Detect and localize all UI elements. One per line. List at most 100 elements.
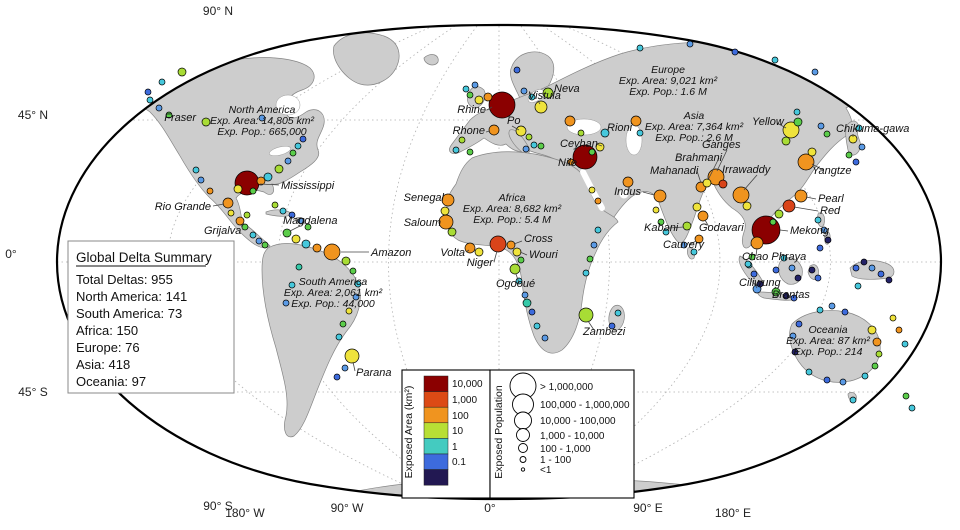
delta-point[interactable] bbox=[908, 404, 916, 412]
delta-point[interactable] bbox=[814, 216, 822, 224]
delta-point[interactable] bbox=[274, 164, 284, 174]
delta-point[interactable] bbox=[828, 302, 836, 310]
delta-point[interactable] bbox=[542, 87, 554, 99]
delta-point[interactable] bbox=[594, 226, 602, 234]
delta-point[interactable] bbox=[771, 56, 779, 64]
delta-point[interactable] bbox=[795, 320, 803, 328]
delta-point[interactable] bbox=[146, 96, 154, 104]
delta-point[interactable] bbox=[807, 147, 817, 157]
delta-point[interactable] bbox=[750, 270, 758, 278]
delta-point[interactable] bbox=[249, 187, 257, 195]
delta-point[interactable] bbox=[279, 207, 287, 215]
delta-point[interactable] bbox=[155, 104, 163, 112]
delta-point[interactable] bbox=[790, 294, 798, 302]
delta-point[interactable] bbox=[782, 199, 796, 213]
delta-point[interactable] bbox=[341, 364, 349, 372]
delta-point[interactable] bbox=[636, 44, 644, 52]
delta-point[interactable] bbox=[440, 206, 450, 216]
delta-point[interactable] bbox=[789, 332, 797, 340]
delta-point[interactable] bbox=[506, 240, 516, 250]
delta-point[interactable] bbox=[249, 231, 257, 239]
delta-point[interactable] bbox=[867, 325, 877, 335]
delta-point[interactable] bbox=[483, 92, 493, 102]
delta-point[interactable] bbox=[841, 308, 849, 316]
delta-point[interactable] bbox=[522, 145, 530, 153]
delta-point[interactable] bbox=[694, 234, 704, 244]
delta-point[interactable] bbox=[192, 166, 200, 174]
delta-point[interactable] bbox=[513, 66, 521, 74]
delta-point[interactable] bbox=[520, 87, 528, 95]
delta-point[interactable] bbox=[528, 308, 536, 316]
delta-point[interactable] bbox=[839, 378, 847, 386]
delta-point[interactable] bbox=[630, 115, 642, 127]
delta-point[interactable] bbox=[291, 234, 301, 244]
delta-point[interactable] bbox=[608, 322, 616, 330]
delta-point[interactable] bbox=[271, 201, 279, 209]
delta-point[interactable] bbox=[788, 264, 796, 272]
delta-point[interactable] bbox=[295, 263, 303, 271]
delta-point[interactable] bbox=[901, 340, 909, 348]
delta-point[interactable] bbox=[782, 121, 800, 139]
delta-point[interactable] bbox=[772, 266, 780, 274]
delta-point[interactable] bbox=[582, 269, 590, 277]
delta-point[interactable] bbox=[515, 125, 527, 137]
delta-point[interactable] bbox=[811, 68, 819, 76]
delta-point[interactable] bbox=[588, 148, 596, 156]
delta-point[interactable] bbox=[577, 129, 585, 137]
delta-point[interactable] bbox=[797, 153, 815, 171]
delta-point[interactable] bbox=[289, 149, 297, 157]
delta-point[interactable] bbox=[233, 184, 243, 194]
delta-point[interactable] bbox=[823, 130, 831, 138]
delta-point[interactable] bbox=[794, 274, 802, 282]
delta-point[interactable] bbox=[718, 179, 728, 189]
delta-point[interactable] bbox=[782, 292, 790, 300]
delta-point[interactable] bbox=[344, 348, 360, 364]
delta-point[interactable] bbox=[521, 291, 529, 299]
delta-point[interactable] bbox=[692, 202, 702, 212]
delta-point[interactable] bbox=[756, 280, 764, 288]
delta-point[interactable] bbox=[323, 243, 341, 261]
delta-point[interactable] bbox=[177, 67, 187, 77]
delta-point[interactable] bbox=[622, 176, 634, 188]
delta-point[interactable] bbox=[731, 48, 739, 56]
delta-point[interactable] bbox=[441, 193, 455, 207]
delta-point[interactable] bbox=[594, 197, 602, 205]
delta-point[interactable] bbox=[284, 157, 292, 165]
delta-point[interactable] bbox=[578, 307, 594, 323]
delta-point[interactable] bbox=[349, 267, 357, 275]
delta-point[interactable] bbox=[732, 186, 750, 204]
delta-point[interactable] bbox=[288, 281, 296, 289]
delta-point[interactable] bbox=[288, 211, 296, 219]
delta-point[interactable] bbox=[339, 320, 347, 328]
delta-point[interactable] bbox=[299, 135, 307, 143]
delta-point[interactable] bbox=[600, 128, 610, 138]
delta-point[interactable] bbox=[586, 255, 594, 263]
delta-point[interactable] bbox=[889, 314, 897, 322]
delta-point[interactable] bbox=[771, 287, 781, 297]
delta-point[interactable] bbox=[489, 235, 507, 253]
delta-point[interactable] bbox=[885, 276, 893, 284]
delta-point[interactable] bbox=[530, 141, 538, 149]
delta-point[interactable] bbox=[509, 263, 521, 275]
delta-point[interactable] bbox=[256, 176, 266, 186]
delta-point[interactable] bbox=[614, 309, 622, 317]
delta-point[interactable] bbox=[522, 298, 532, 308]
delta-point[interactable] bbox=[855, 124, 863, 132]
delta-point[interactable] bbox=[438, 214, 454, 230]
delta-point[interactable] bbox=[868, 264, 876, 272]
delta-point[interactable] bbox=[341, 256, 351, 266]
delta-point[interactable] bbox=[748, 253, 756, 261]
delta-point[interactable] bbox=[294, 142, 302, 150]
delta-point[interactable] bbox=[872, 337, 882, 347]
delta-point[interactable] bbox=[534, 100, 548, 114]
delta-point[interactable] bbox=[517, 256, 525, 264]
delta-point[interactable] bbox=[657, 218, 665, 226]
delta-point[interactable] bbox=[512, 247, 522, 257]
delta-point[interactable] bbox=[590, 241, 598, 249]
delta-point[interactable] bbox=[474, 247, 484, 257]
delta-point[interactable] bbox=[447, 227, 457, 237]
delta-point[interactable] bbox=[158, 78, 166, 86]
delta-point[interactable] bbox=[488, 124, 500, 136]
delta-point[interactable] bbox=[525, 133, 533, 141]
delta-point[interactable] bbox=[452, 146, 460, 154]
